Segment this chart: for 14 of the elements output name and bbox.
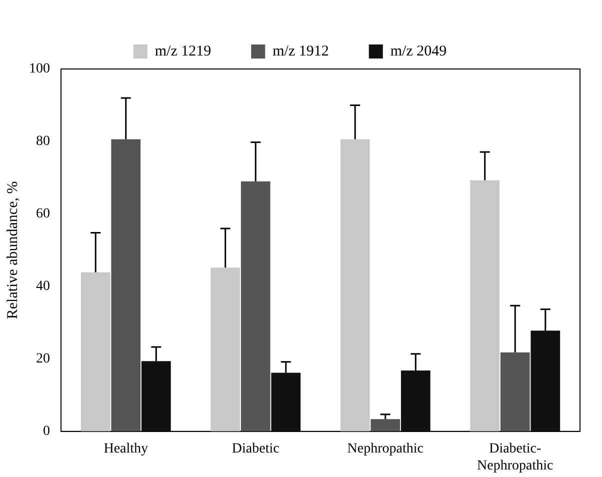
y-tick-label: 60 bbox=[36, 206, 50, 222]
y-tick-label: 0 bbox=[43, 424, 50, 440]
y-tick-label: 80 bbox=[36, 134, 50, 150]
y-axis-title: Relative abundance, % bbox=[4, 181, 21, 320]
legend-label: m/z 1219 bbox=[154, 43, 212, 60]
x-tick-label: Nephropathic bbox=[347, 441, 424, 456]
y-tick-label: 20 bbox=[36, 352, 50, 367]
y-tick-label: 100 bbox=[29, 62, 50, 77]
x-tick-label: Diabetic- Nephropathic bbox=[477, 441, 554, 474]
x-tick-label: Diabetic bbox=[232, 441, 280, 456]
legend-label: m/z 2049 bbox=[390, 43, 447, 60]
x-tick-label: Healthy bbox=[104, 441, 148, 456]
y-tick-label: 40 bbox=[36, 279, 50, 294]
legend-label: m/z 1912 bbox=[272, 43, 329, 60]
